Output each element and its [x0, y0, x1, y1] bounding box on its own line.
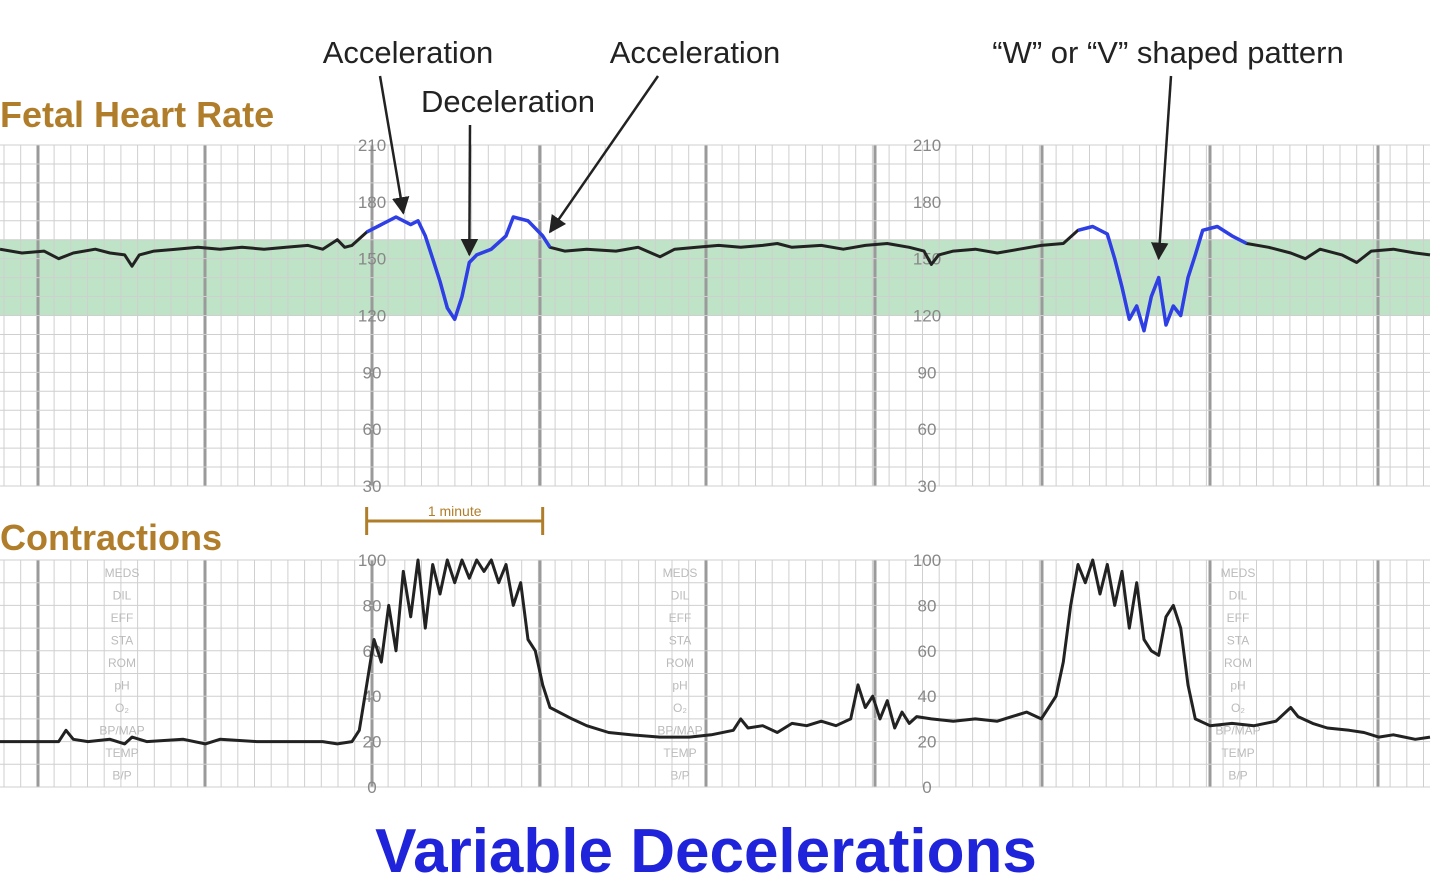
- contractions-grid: [0, 559, 1430, 788]
- side-label: EFF: [111, 611, 134, 625]
- contractions-tick-label: 60: [918, 642, 937, 661]
- annotation-arrow: [378, 75, 410, 215]
- contractions-tick-label: 0: [367, 778, 376, 797]
- side-label: MEDS: [1221, 566, 1256, 580]
- fhr-tick-label: 60: [363, 420, 382, 439]
- fhr-tick-label: 180: [358, 193, 386, 212]
- annotation-arrow: [548, 75, 660, 234]
- side-label: DIL: [671, 589, 690, 603]
- contractions-tick-label: 100: [358, 551, 386, 570]
- side-label: TEMP: [1221, 746, 1254, 760]
- axis-ticks: 2101801501209060301008060402002101801501…: [358, 136, 941, 797]
- contractions-tick-label: 20: [363, 733, 382, 752]
- fhr-tick-label: 180: [913, 193, 941, 212]
- side-label: STA: [1227, 634, 1249, 648]
- annotation-arrow: [1150, 75, 1173, 261]
- annotation-label: Acceleration: [610, 35, 781, 70]
- side-label: B/P: [670, 769, 689, 783]
- fhr-tick-label: 150: [358, 250, 386, 269]
- side-label: B/P: [1228, 769, 1247, 783]
- fhr-tick-label: 120: [913, 307, 941, 326]
- side-label: TEMP: [105, 746, 138, 760]
- fhr-tick-label: 210: [358, 136, 386, 155]
- side-label: TEMP: [663, 746, 696, 760]
- traces: [0, 215, 1431, 746]
- side-label: O₂: [1231, 701, 1245, 715]
- annotation-label: “W” or “V” shaped pattern: [992, 35, 1343, 70]
- side-label: BP/MAP: [99, 724, 144, 738]
- contractions-trace: [0, 558, 1431, 746]
- figure-title: Variable Decelerations: [375, 817, 1037, 886]
- side-panel-labels: MEDS DIL EFF STA ROM pH O₂ BP/MAP TEMP B/P MEDS DIL…: [99, 566, 1260, 783]
- side-label: ROM: [108, 656, 136, 670]
- scale-bar-label: 1 minute: [428, 503, 482, 519]
- fhr-grid: [0, 144, 1430, 487]
- side-label: O₂: [115, 701, 129, 715]
- fhr-tick-label: 30: [363, 477, 382, 496]
- fhr-tick-label: 90: [363, 363, 382, 382]
- contractions-tick-label: 80: [363, 596, 382, 615]
- contractions-tick-label: 40: [363, 687, 382, 706]
- side-label: STA: [111, 634, 133, 648]
- fhr-section-label: Fetal Heart Rate: [0, 94, 274, 135]
- side-label: EFF: [669, 611, 692, 625]
- side-label: MEDS: [105, 566, 140, 580]
- side-label: pH: [1230, 679, 1245, 693]
- annotation-arrow: [460, 124, 479, 257]
- contractions-tick-label: 80: [918, 596, 937, 615]
- side-label: BP/MAP: [1215, 724, 1260, 738]
- annotation-label: Acceleration: [323, 35, 494, 70]
- fhr-tick-label: 90: [918, 363, 937, 382]
- fhr-tick-label: 120: [358, 307, 386, 326]
- side-label: MEDS: [663, 566, 698, 580]
- side-label: ROM: [1224, 656, 1252, 670]
- contractions-section-label: Contractions: [0, 517, 222, 558]
- fhr-tick-label: 60: [918, 420, 937, 439]
- side-label: DIL: [113, 589, 132, 603]
- contractions-tick-label: 20: [918, 733, 937, 752]
- fhr-deceleration-highlight: [1077, 224, 1248, 333]
- side-label: pH: [114, 679, 129, 693]
- side-label: BP/MAP: [657, 724, 702, 738]
- fhr-deceleration-highlight: [365, 215, 552, 322]
- fhr-tick-label: 30: [918, 477, 937, 496]
- side-label: ROM: [666, 656, 694, 670]
- annotation-label: Deceleration: [421, 84, 595, 119]
- side-label: DIL: [1229, 589, 1248, 603]
- side-label: B/P: [112, 769, 131, 783]
- one-minute-scale-bar: 1 minute: [365, 503, 545, 535]
- annotations: Acceleration Deceleration Acceleration “W” …: [323, 35, 1344, 261]
- fhr-tick-label: 210: [913, 136, 941, 155]
- side-label: O₂: [673, 701, 687, 715]
- contractions-tick-label: 0: [922, 778, 931, 797]
- side-label: EFF: [1227, 611, 1250, 625]
- side-label: STA: [669, 634, 691, 648]
- contractions-tick-label: 100: [913, 551, 941, 570]
- side-label: pH: [672, 679, 687, 693]
- contractions-tick-label: 40: [918, 687, 937, 706]
